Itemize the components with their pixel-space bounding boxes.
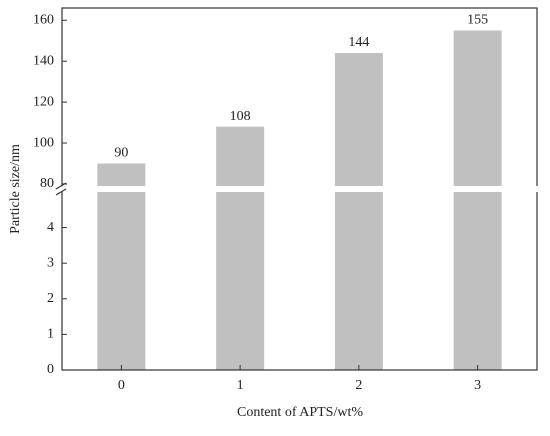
data-label: 155 (467, 13, 488, 28)
bar (216, 192, 265, 370)
y-tick-label: 120 (33, 94, 54, 109)
y-tick-label: 80 (40, 176, 54, 191)
bar (334, 53, 383, 186)
axis-break-gap (55, 186, 538, 192)
y-tick-label: 3 (47, 255, 54, 270)
data-label: 108 (230, 109, 251, 124)
bars (97, 30, 502, 370)
y-tick-label: 0 (47, 362, 54, 377)
y-tick-label: 140 (33, 53, 54, 68)
x-axis-label: Content of APTS/wt% (237, 405, 363, 420)
y-axis-label: Particle size/nm (8, 144, 23, 234)
bar (97, 192, 146, 370)
data-label: 90 (114, 146, 128, 161)
bar (453, 192, 502, 370)
x-tick-label: 1 (237, 378, 244, 393)
x-tick-label: 2 (355, 378, 362, 393)
y-tick-label: 2 (47, 291, 54, 306)
y-tick-label: 100 (33, 135, 54, 150)
bar (334, 192, 383, 370)
y-tick-label: 160 (33, 12, 54, 27)
bar (453, 30, 502, 186)
bar (97, 163, 146, 186)
data-label: 144 (348, 35, 369, 50)
x-tick-label: 3 (474, 378, 481, 393)
x-tick-label: 0 (118, 378, 125, 393)
axis-break-mark (55, 188, 67, 196)
y-tick-label: 4 (47, 220, 54, 235)
bar (216, 126, 265, 186)
y-tick-label: 1 (47, 327, 54, 342)
